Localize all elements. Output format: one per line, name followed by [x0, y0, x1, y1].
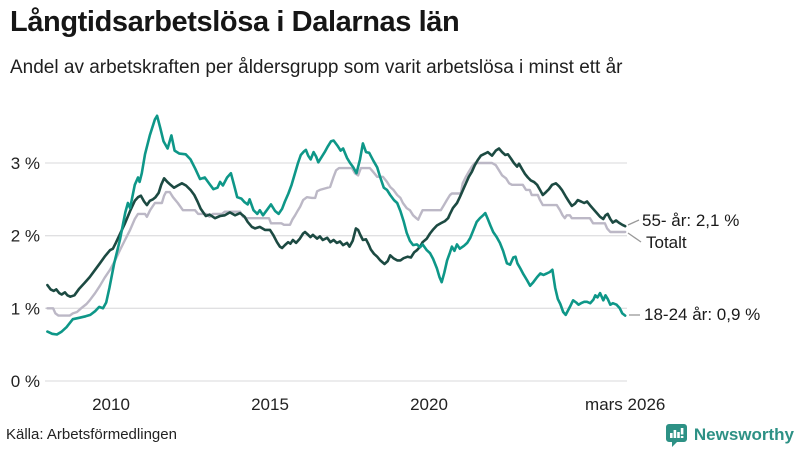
newsworthy-brand: Newsworthy: [665, 423, 794, 447]
y-tick-label: 0 %: [11, 372, 40, 391]
y-tick-label: 1 %: [11, 299, 40, 318]
x-tick-label: 2015: [251, 395, 289, 414]
page-subtitle: Andel av arbetskraften per åldersgrupp s…: [10, 57, 623, 78]
newsworthy-brand-name: Newsworthy: [693, 425, 794, 444]
series-line-18-24-r: [46, 114, 627, 336]
series-lines: [46, 114, 627, 336]
newsworthy-logo-icon: [665, 423, 688, 447]
y-tick-label: 3 %: [11, 154, 40, 173]
x-tick-label: 2020: [410, 395, 448, 414]
x-axis-tick-labels: 2010 2015 2020 mars 2026: [92, 395, 665, 414]
gridlines: [45, 162, 627, 382]
series-label-18-24-ar: 18-24 år: 0,9 %: [644, 305, 761, 324]
series-label-55-ar: 55- år: 2,1 %: [642, 211, 740, 230]
label-connector-55-icon: [627, 219, 640, 226]
label-connectors: [627, 219, 642, 316]
label-connector-totalt-icon: [627, 232, 642, 243]
series-label-totalt: Totalt: [646, 233, 687, 252]
y-tick-label: 2 %: [11, 227, 40, 246]
x-tick-label: mars 2026: [585, 395, 665, 414]
x-tick-label: 2010: [92, 395, 130, 414]
series-line-totalt: [46, 161, 627, 317]
series-line-55-r: [46, 147, 627, 298]
page-title: Långtidsarbetslösa i Dalarnas län: [10, 6, 460, 38]
y-axis-tick-labels: 0 % 1 % 2 % 3 %: [11, 154, 40, 391]
source-attribution: Källa: Arbetsförmedlingen: [6, 426, 177, 443]
